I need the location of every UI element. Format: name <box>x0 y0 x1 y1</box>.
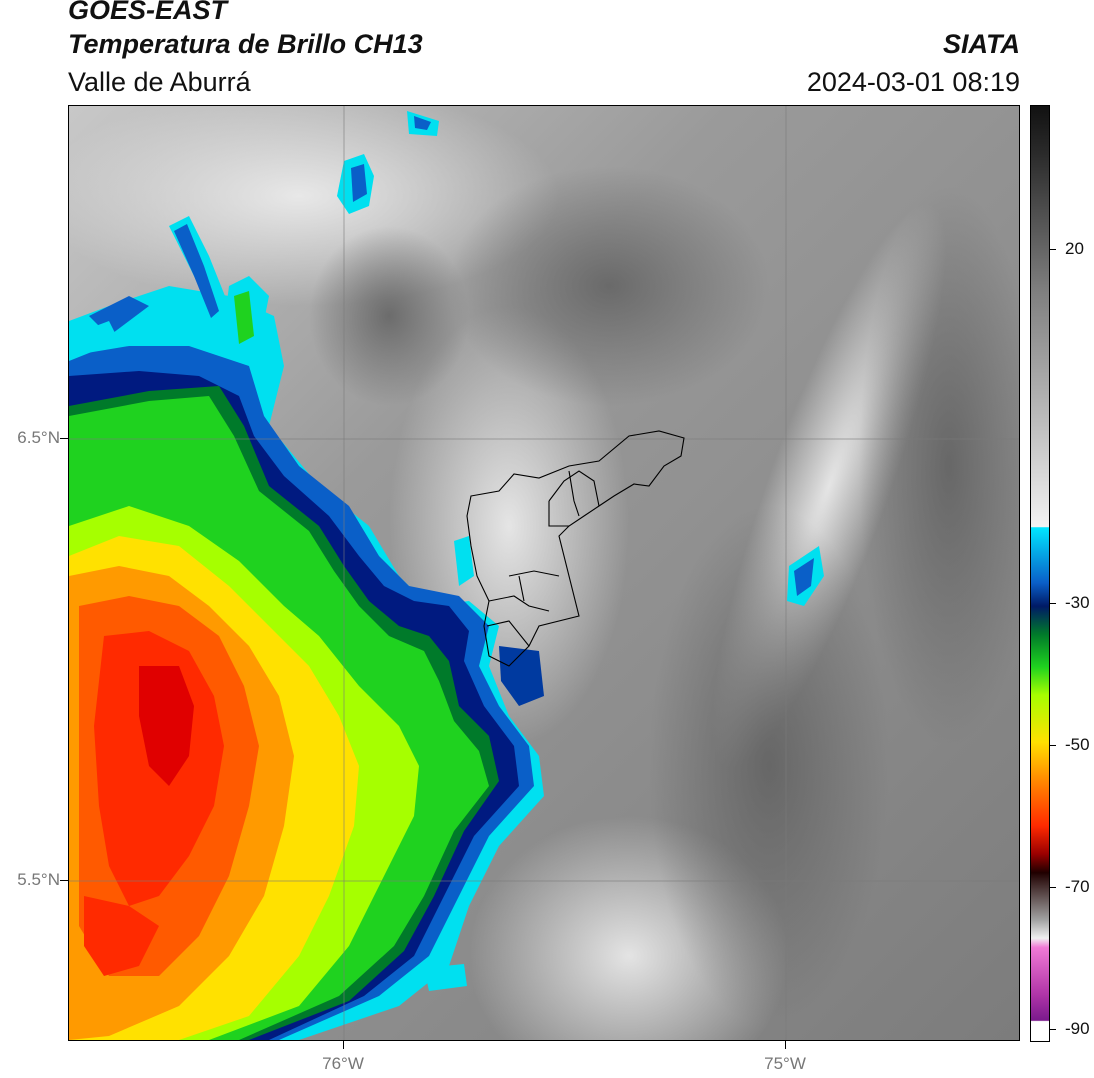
colorbar <box>1030 105 1050 1042</box>
colorbar-label-minus30: -30 <box>1065 593 1090 612</box>
brightness-temperature-field <box>69 106 1019 1040</box>
lon-tickmark <box>785 1041 786 1049</box>
colorbar-tick <box>1050 1029 1056 1030</box>
colorbar-tick <box>1050 887 1056 888</box>
colorbar-gradient <box>1031 106 1049 1041</box>
satellite-map[interactable] <box>68 105 1020 1041</box>
graticule <box>69 106 1019 1040</box>
municipal-boundaries <box>466 430 685 667</box>
lat-tickmark <box>60 880 68 881</box>
colorbar-label-20: 20 <box>1065 239 1084 258</box>
colorbar-label-minus50: -50 <box>1065 735 1090 754</box>
lat-tickmark <box>60 438 68 439</box>
colorbar-label-minus90: -90 <box>1065 1019 1090 1038</box>
lat-label-6-5n: 6.5°N <box>17 428 60 447</box>
satellite-title: GOES-EAST <box>68 0 228 25</box>
colorbar-tick <box>1050 249 1056 250</box>
colorbar-label-minus70: -70 <box>1065 877 1090 896</box>
colorbar-tick <box>1050 745 1056 746</box>
region-subtitle: Valle de Aburrá <box>68 67 251 97</box>
product-title: Temperatura de Brillo CH13 <box>68 29 423 59</box>
source-label: SIATA <box>943 29 1020 59</box>
colorbar-tick <box>1050 603 1056 604</box>
lon-tickmark <box>343 1041 344 1049</box>
datetime-label: 2024-03-01 08:19 <box>806 67 1020 97</box>
lon-label-76w: 76°W <box>322 1054 364 1073</box>
lon-label-75w: 75°W <box>764 1054 806 1073</box>
lat-label-5-5n: 5.5°N <box>17 870 60 889</box>
